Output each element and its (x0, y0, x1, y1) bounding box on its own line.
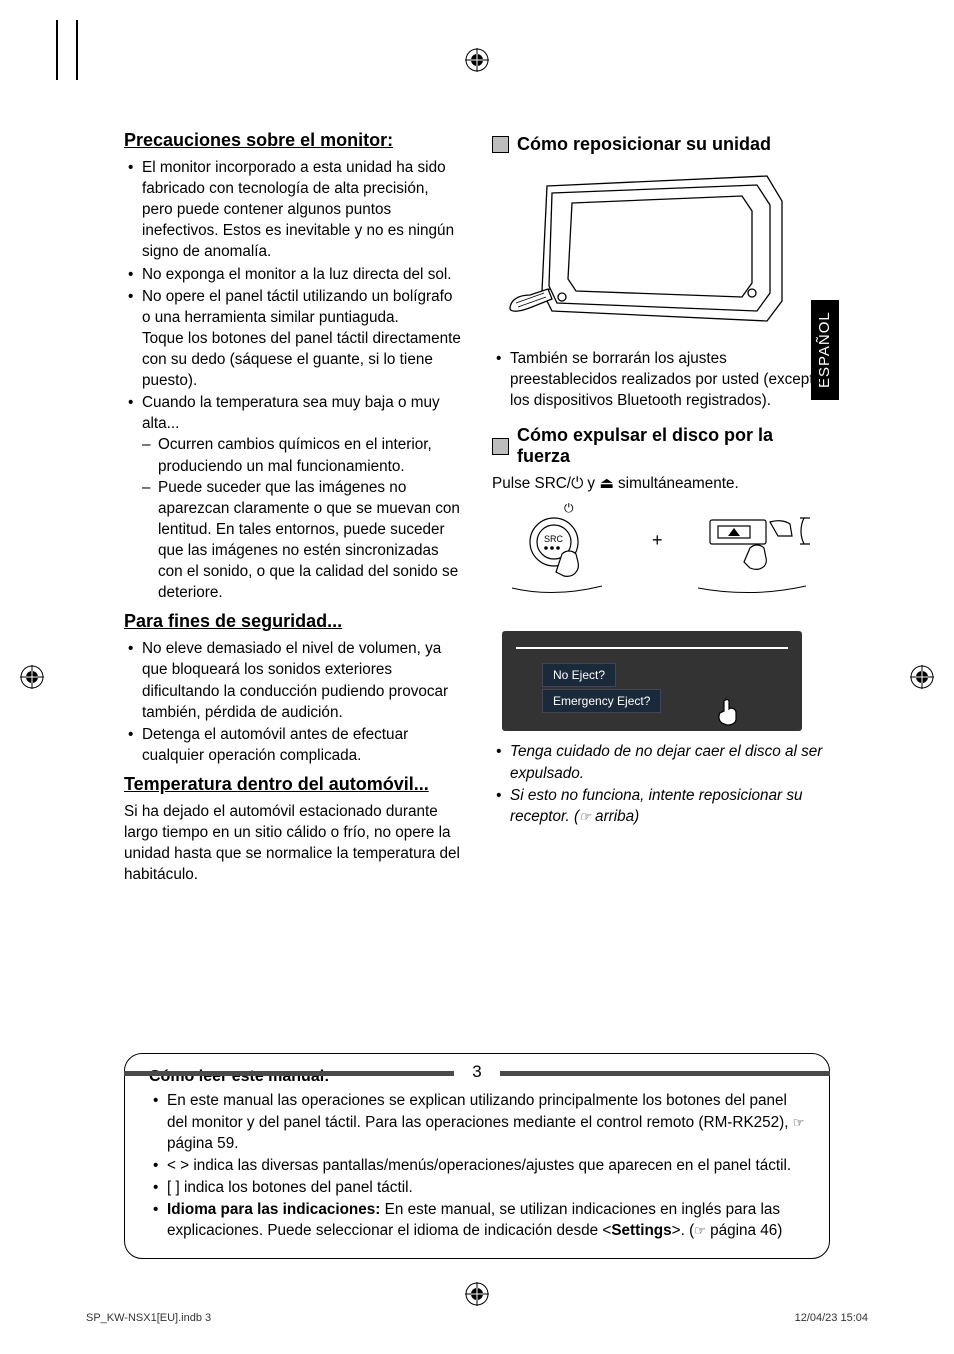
list-item: Ocurren cambios químicos en el interior,… (158, 434, 462, 476)
text: arriba) (591, 808, 639, 825)
text: Cómo reposicionar su unidad (517, 134, 771, 155)
list-item: Idioma para las indicaciones: En este ma… (167, 1199, 805, 1241)
list-item: No eleve demasiado el nivel de volumen, … (142, 638, 462, 722)
device-illustration (502, 171, 792, 331)
svg-text:SRC: SRC (544, 534, 564, 544)
list-item: En este manual las operaciones se explic… (167, 1090, 805, 1153)
note-item: Tenga cuidado de no dejar caer el disco … (510, 741, 830, 783)
heading-temperatura: Temperatura dentro del automóvil... (124, 774, 462, 795)
power-icon: ⏻ (571, 475, 583, 492)
pointer-icon: ☞ (579, 809, 591, 824)
text-bold: Settings (611, 1222, 671, 1239)
text: Pulse SRC/ (492, 475, 571, 492)
text: simultáneamente. (614, 475, 739, 492)
heading-expulsar: Cómo expulsar el disco por la fuerza (492, 425, 830, 467)
right-column: Cómo reposicionar su unidad También se b… (492, 130, 830, 885)
left-column: Precauciones sobre el monitor: El monito… (124, 130, 462, 885)
footer-file: SP_KW-NSX1[EU].indb 3 (86, 1312, 211, 1324)
list-item: [ ] indica los botones del panel táctil. (167, 1177, 805, 1198)
text: página 59. (167, 1135, 238, 1152)
text: Cuando la temperatura sea muy baja o muy… (142, 394, 440, 432)
heading-reposicionar: Cómo reposicionar su unidad (492, 134, 830, 155)
eject-icon: ⏏ (599, 475, 613, 492)
screen-option-no-eject: No Eject? (542, 663, 616, 687)
instruction-text: Pulse SRC/⏻ y ⏏ simultáneamente. (492, 473, 830, 494)
text: y (583, 475, 599, 492)
screen-illustration: No Eject? Emergency Eject? (502, 631, 802, 731)
list-item: < > indica las diversas pantallas/menús/… (167, 1155, 805, 1176)
info-box: Cómo leer este manual: En este manual la… (124, 1053, 830, 1259)
text: Toque los botones del panel táctil direc… (142, 330, 461, 389)
registration-mark-top (465, 48, 489, 72)
registration-mark-right (910, 665, 934, 689)
text: No opere el panel táctil utilizando un b… (142, 288, 452, 326)
list-item: Cuando la temperatura sea muy baja o muy… (142, 392, 462, 603)
divider (516, 647, 788, 649)
heading-precauciones: Precauciones sobre el monitor: (124, 130, 462, 151)
crop-mark (76, 20, 78, 80)
registration-mark-left (20, 665, 44, 689)
text: En este manual las operaciones se explic… (167, 1092, 793, 1130)
list-item: Detenga el automóvil antes de efectuar c… (142, 724, 462, 766)
text: Cómo expulsar el disco por la fuerza (517, 425, 830, 467)
list-item: No exponga el monitor a la luz directa d… (142, 264, 462, 285)
text-bold: Idioma para las indicaciones: (167, 1201, 380, 1218)
paragraph: Si ha dejado el automóvil estacionado du… (124, 801, 462, 885)
pointer-icon: ☞ (694, 1223, 706, 1238)
print-footer: SP_KW-NSX1[EU].indb 3 12/04/23 15:04 (86, 1312, 868, 1324)
note-item: Si esto no funciona, intente reposiciona… (510, 785, 830, 827)
list-item: No opere el panel táctil utilizando un b… (142, 286, 462, 392)
text: Si esto no funciona, intente reposiciona… (510, 787, 803, 825)
footer-date: 12/04/23 15:04 (795, 1312, 868, 1324)
svg-text:⏻: ⏻ (564, 501, 574, 515)
pointer-icon: ☞ (793, 1115, 805, 1130)
registration-mark-bottom (465, 1282, 489, 1306)
heading-seguridad: Para fines de seguridad... (124, 611, 462, 632)
page-number: 3 (0, 1062, 954, 1082)
screen-option-emergency-eject: Emergency Eject? (542, 689, 661, 713)
hand-cursor-icon (714, 697, 744, 727)
text: página 46) (706, 1222, 783, 1239)
crop-mark (56, 20, 58, 80)
list-item: El monitor incorporado a esta unidad ha … (142, 157, 462, 263)
list-item: Puede suceder que las imágenes no aparez… (158, 477, 462, 604)
button-press-illustration: ⏻ SRC + (492, 500, 812, 610)
list-item: También se borrarán los ajustes preestab… (510, 348, 830, 411)
text: >. ( (672, 1222, 695, 1239)
svg-text:+: + (652, 530, 663, 550)
